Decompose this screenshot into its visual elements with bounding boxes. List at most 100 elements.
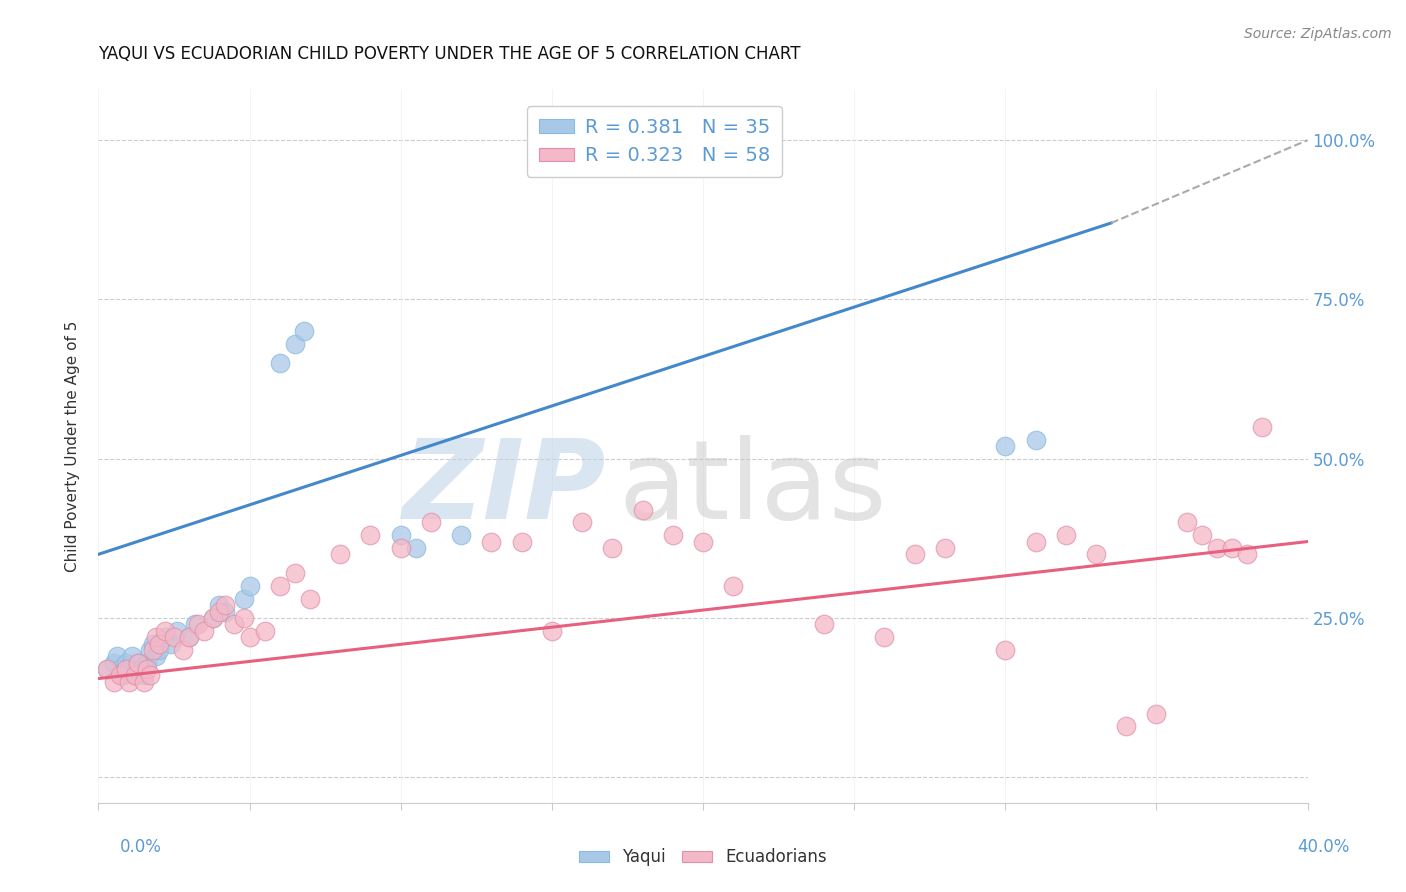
Text: 0.0%: 0.0% [120,838,162,856]
Point [873,630,896,644]
Text: YAQUI VS ECUADORIAN CHILD POVERTY UNDER THE AGE OF 5 CORRELATION CHART: YAQUI VS ECUADORIAN CHILD POVERTY UNDER … [98,45,801,62]
Point [208,605,231,619]
Point [631,502,654,516]
Point [145,649,167,664]
Point [1085,547,1108,561]
Point [105,649,128,664]
Point [224,617,246,632]
Point [1115,719,1137,733]
Point [571,516,593,530]
Point [118,674,141,689]
Point [602,541,624,555]
Point [904,547,927,561]
Point [179,630,201,644]
Point [108,668,131,682]
Point [135,662,157,676]
Point [166,624,188,638]
Point [994,439,1017,453]
Point [139,668,162,682]
Point [232,591,254,606]
Point [284,566,307,581]
Point [148,643,170,657]
Point [202,611,225,625]
Point [292,324,315,338]
Point [1054,528,1077,542]
Point [153,624,176,638]
Point [405,541,427,555]
Point [124,668,146,682]
Point [1144,706,1167,721]
Point [540,624,562,638]
Point [114,662,136,676]
Point [96,662,118,676]
Point [103,674,125,689]
Point [1220,541,1243,555]
Point [118,662,141,676]
Point [114,656,136,670]
Point [329,547,352,561]
Point [269,579,291,593]
Point [510,534,533,549]
Point [214,599,236,613]
Point [239,579,262,593]
Point [193,624,215,638]
Point [153,630,176,644]
Point [142,636,165,650]
Point [111,668,134,682]
Point [299,591,322,606]
Point [142,643,165,657]
Point [1175,516,1198,530]
Point [172,643,194,657]
Point [232,611,254,625]
Point [692,534,714,549]
Point [813,617,835,632]
Point [160,636,183,650]
Point [163,630,186,644]
Point [127,656,149,670]
Point [481,534,503,549]
Legend: Yaqui, Ecuadorians: Yaqui, Ecuadorians [572,842,834,873]
Point [187,617,209,632]
Point [1236,547,1258,561]
Point [139,643,162,657]
Text: ZIP: ZIP [402,435,606,542]
Point [127,656,149,670]
Text: Source: ZipAtlas.com: Source: ZipAtlas.com [1244,27,1392,41]
Point [96,662,118,676]
Point [103,656,125,670]
Point [420,516,443,530]
Point [145,630,167,644]
Point [148,636,170,650]
Point [208,599,231,613]
Point [994,643,1017,657]
Text: atlas: atlas [619,435,887,542]
Y-axis label: Child Poverty Under the Age of 5: Child Poverty Under the Age of 5 [65,320,80,572]
Point [1191,528,1213,542]
Point [253,624,276,638]
Point [661,528,683,542]
Point [108,662,131,676]
Point [360,528,382,542]
Text: 40.0%: 40.0% [1298,838,1350,856]
Point [184,617,207,632]
Point [389,541,412,555]
Point [129,662,152,676]
Point [239,630,262,644]
Point [450,528,472,542]
Point [179,630,201,644]
Point [1024,534,1046,549]
Point [135,656,157,670]
Point [934,541,956,555]
Point [269,356,291,370]
Point [132,668,155,682]
Point [1206,541,1229,555]
Point [1024,433,1046,447]
Point [132,674,155,689]
Point [124,668,146,682]
Point [214,605,236,619]
Point [121,649,143,664]
Point [284,337,307,351]
Point [202,611,225,625]
Point [1251,420,1274,434]
Point [389,528,412,542]
